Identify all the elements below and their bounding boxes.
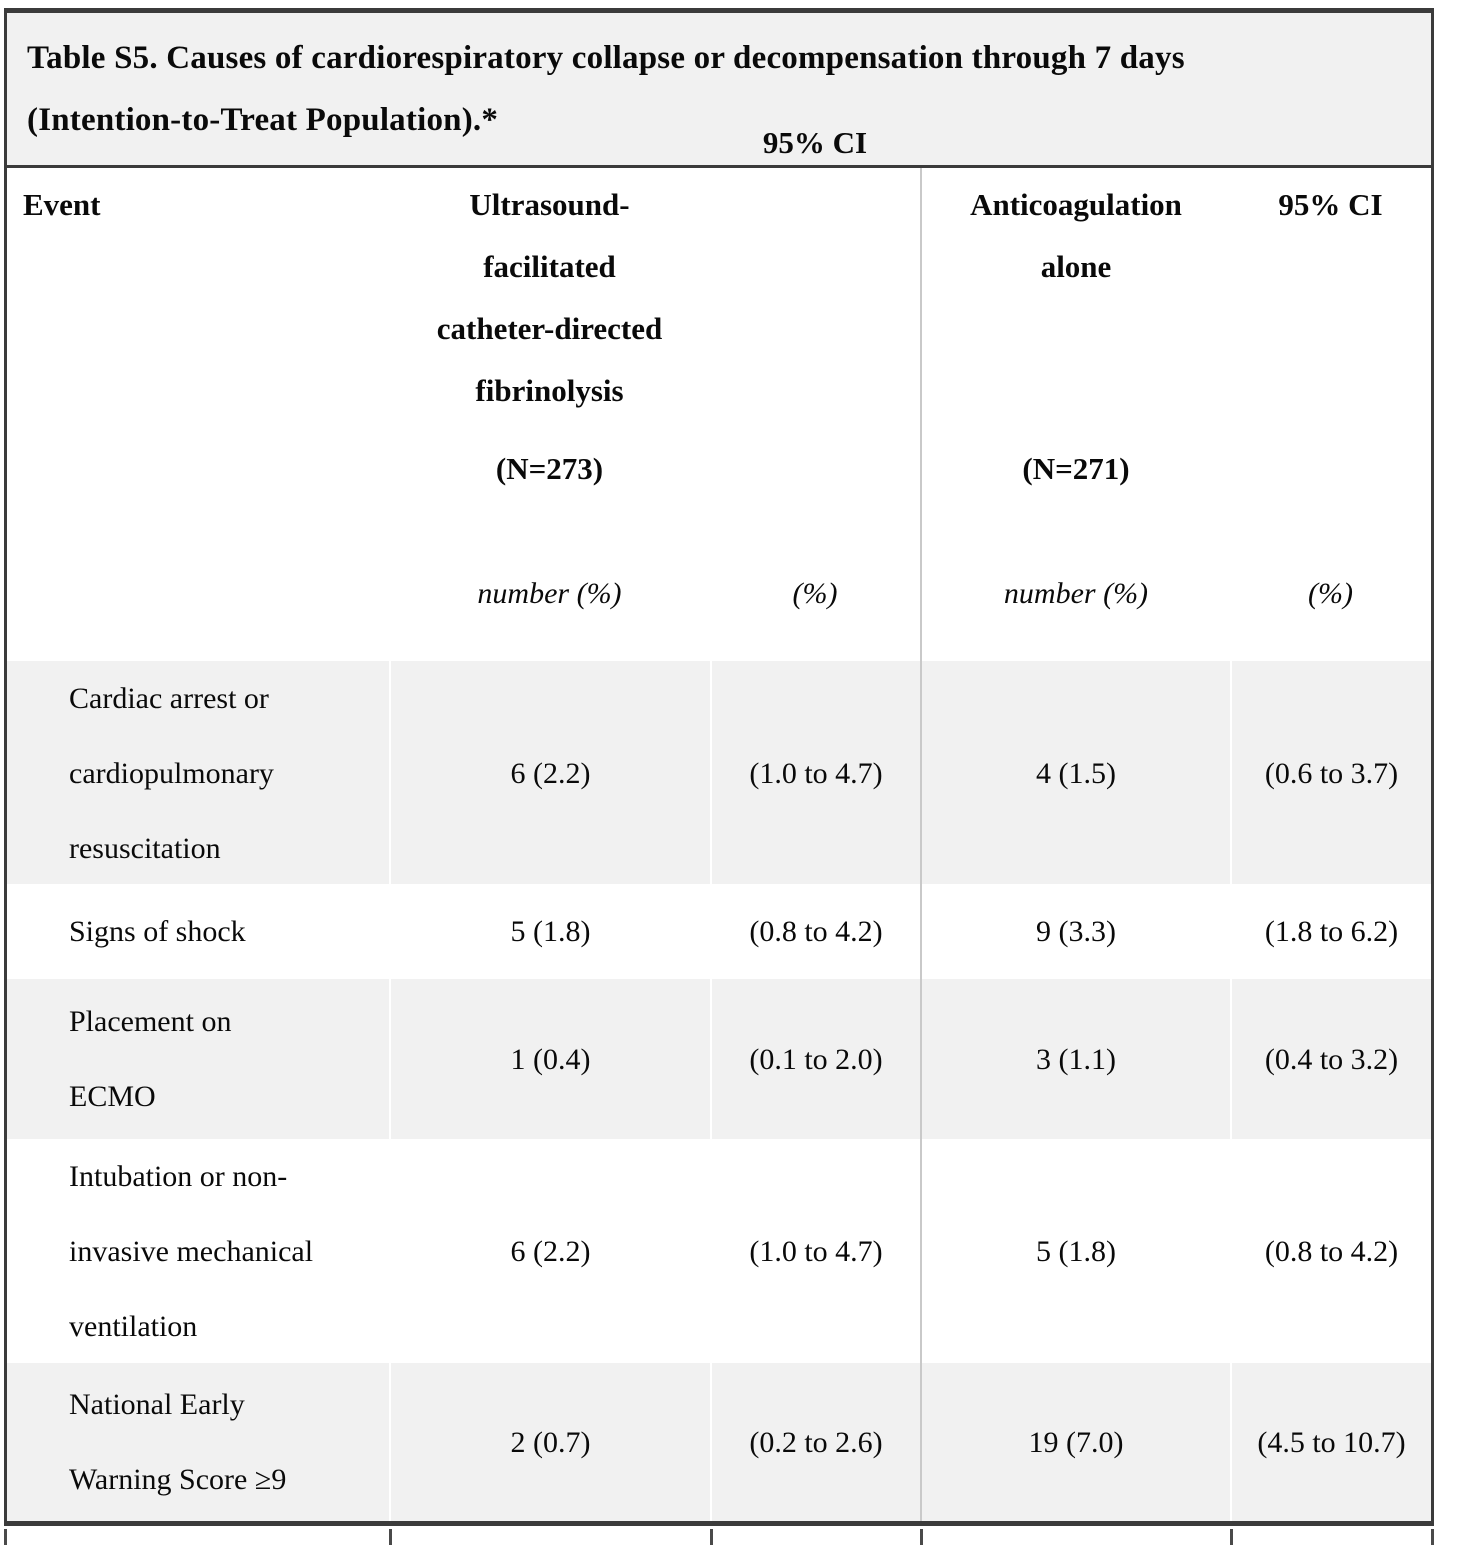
tick-mark — [710, 1529, 713, 1545]
supplementary-table-s5: Table S5. Causes of cardiorespiratory co… — [4, 8, 1434, 1526]
anticoagulation-n-cell: 9 (3.3) — [920, 884, 1230, 979]
column-header-event: Event — [7, 168, 389, 661]
event-header-label: Event — [23, 187, 101, 222]
tick-mark — [920, 1529, 923, 1545]
event-cell: Signs of shock — [7, 884, 389, 979]
anticoagulation-n-cell: 4 (1.5) — [920, 661, 1230, 886]
event-cell: Intubation or non- invasive mechanical v… — [7, 1139, 389, 1364]
anticoagulation-ci-cell: (0.8 to 4.2) — [1230, 1139, 1431, 1364]
ci-left-unit: (%) — [792, 577, 838, 610]
table-title: Table S5. Causes of cardiorespiratory co… — [7, 13, 1431, 168]
anticoagulation-n-cell: 19 (7.0) — [920, 1363, 1230, 1521]
anticoagulation-group-n: (N=271) — [1022, 451, 1130, 486]
anticoagulation-ci-cell: (1.8 to 6.2) — [1230, 884, 1431, 979]
anticoagulation-n-cell: 3 (1.1) — [920, 979, 1230, 1139]
fibrinolysis-ci-cell: (0.8 to 4.2) — [710, 884, 920, 979]
cutoff-row-border-ticks — [4, 1529, 1434, 1546]
anticoagulation-group-unit: number (%) — [1003, 577, 1149, 610]
fibrinolysis-n-cell: 6 (2.2) — [389, 1139, 710, 1364]
tick-mark — [1230, 1529, 1233, 1545]
table-row-signs-of-shock: Signs of shock 5 (1.8) (0.8 to 4.2) 9 (3… — [7, 884, 1431, 979]
column-header-ci-left: 95% CI (%) — [710, 125, 920, 661]
tick-mark — [389, 1529, 392, 1545]
column-header-ci-right: 95% CI (%) — [1230, 168, 1431, 661]
anticoagulation-ci-cell: (0.4 to 3.2) — [1230, 979, 1431, 1139]
table-row-ecmo: Placement on ECMO 1 (0.4) (0.1 to 2.0) 3… — [7, 979, 1431, 1139]
tick-mark — [4, 1529, 7, 1545]
column-header-fibrinolysis-group: Ultrasound- facilitated catheter-directe… — [389, 168, 710, 661]
fibrinolysis-n-cell: 2 (0.7) — [389, 1363, 710, 1521]
tick-mark — [1431, 1529, 1434, 1545]
anticoagulation-ci-cell: (0.6 to 3.7) — [1230, 661, 1431, 886]
fibrinolysis-n-cell: 5 (1.8) — [389, 884, 710, 979]
fibrinolysis-ci-cell: (1.0 to 4.7) — [710, 661, 920, 886]
table-row-cardiac-arrest: Cardiac arrest or cardiopulmonary resusc… — [7, 661, 1431, 886]
column-header-anticoagulation-group: Anticoagulation alone (N=271) number (%) — [920, 168, 1230, 661]
fibrinolysis-n-cell: 1 (0.4) — [389, 979, 710, 1139]
anticoagulation-group-label: Anticoagulation alone — [970, 187, 1182, 284]
fibrinolysis-ci-cell: (0.2 to 2.6) — [710, 1363, 920, 1521]
ci-right-unit: (%) — [1308, 577, 1353, 610]
fibrinolysis-group-n: (N=273) — [495, 451, 604, 486]
ci-left-label-text: 95% CI — [762, 125, 868, 160]
fibrinolysis-group-unit: number (%) — [477, 577, 622, 610]
event-cell: Placement on ECMO — [7, 979, 389, 1139]
anticoagulation-n-cell: 5 (1.8) — [920, 1139, 1230, 1364]
table-header-row: Event Ultrasound- facilitated catheter-d… — [7, 125, 1431, 661]
event-cell: National Early Warning Score ≥9 — [7, 1363, 389, 1521]
ci-right-label: 95% CI — [1278, 187, 1383, 222]
anticoagulation-ci-cell: (4.5 to 10.7) — [1230, 1363, 1431, 1521]
fibrinolysis-ci-cell: (0.1 to 2.0) — [710, 979, 920, 1139]
table-row-intubation: Intubation or non- invasive mechanical v… — [7, 1139, 1431, 1364]
fibrinolysis-group-label: Ultrasound- facilitated catheter-directe… — [436, 187, 663, 408]
table-row-news-score: National Early Warning Score ≥9 2 (0.7) … — [7, 1363, 1431, 1521]
event-cell: Cardiac arrest or cardiopulmonary resusc… — [7, 661, 389, 886]
fibrinolysis-ci-cell: (1.0 to 4.7) — [710, 1139, 920, 1364]
fibrinolysis-n-cell: 6 (2.2) — [389, 661, 710, 886]
